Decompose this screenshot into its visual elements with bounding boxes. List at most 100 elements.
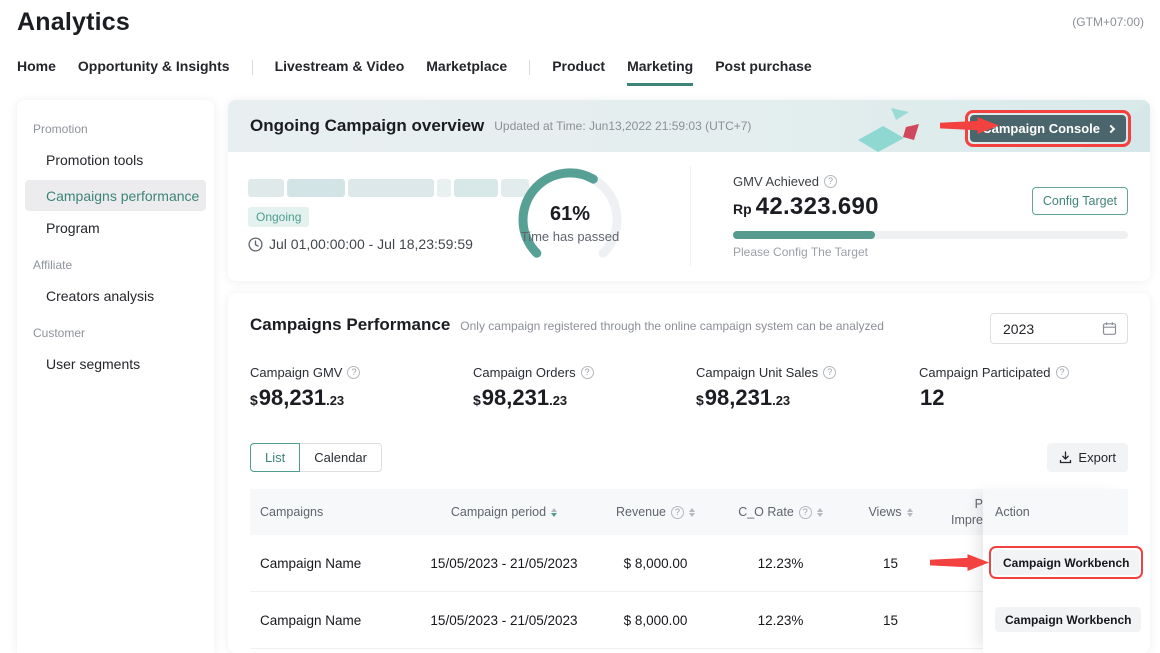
table-header-row: Campaigns Campaign period Revenue C_O Ra… bbox=[250, 489, 1128, 535]
metric-decimals: .23 bbox=[772, 393, 791, 408]
info-icon[interactable] bbox=[1055, 366, 1069, 379]
nav-tab-post-purchase[interactable]: Post purchase bbox=[715, 58, 812, 74]
nav-tab-home[interactable]: Home bbox=[17, 58, 56, 74]
nav-divider bbox=[529, 60, 531, 75]
export-label: Export bbox=[1078, 450, 1116, 465]
table-row[interactable]: Campaign Name 15/05/2023 - 21/05/2023 $ … bbox=[250, 592, 1128, 649]
config-target-button[interactable]: Config Target bbox=[1031, 187, 1128, 215]
row-co-rate: 12.23% bbox=[757, 612, 804, 628]
col-impressions-truncated: P Impre bbox=[951, 497, 983, 527]
row-revenue: $ 8,000.00 bbox=[623, 555, 688, 571]
overview-updated-time: Updated at Time: Jun13,2022 21:59:03 (UT… bbox=[494, 119, 752, 133]
col-campaign-period[interactable]: Campaign period bbox=[420, 505, 588, 519]
campaign-name-redacted bbox=[248, 179, 529, 197]
clock-icon bbox=[248, 236, 263, 252]
sidebar-item-promotion-tools[interactable]: Promotion tools bbox=[46, 152, 144, 168]
performance-subtitle: Only campaign registered through the onl… bbox=[460, 319, 884, 333]
sort-icon[interactable] bbox=[689, 507, 696, 517]
metric-label: Campaign Orders bbox=[473, 365, 576, 380]
campaigns-performance-card: Campaigns Performance Only campaign regi… bbox=[228, 293, 1150, 653]
campaigns-table: Campaigns Campaign period Revenue C_O Ra… bbox=[250, 489, 1144, 653]
ongoing-campaign-overview-card: Ongoing Campaign overview Updated at Tim… bbox=[228, 100, 1150, 281]
metric-value: 98,231 bbox=[258, 385, 327, 410]
gmv-progress-bar bbox=[733, 231, 1128, 239]
gmv-amount: Rp 42.323.690 bbox=[733, 193, 879, 221]
nav-tab-opportunity-insights[interactable]: Opportunity & Insights bbox=[77, 58, 230, 74]
gauge-caption: Time has passed bbox=[520, 229, 620, 244]
sort-icon[interactable] bbox=[906, 507, 913, 517]
calendar-view-button[interactable]: Calendar bbox=[299, 443, 382, 472]
campaign-console-label: Campaign Console bbox=[982, 121, 1100, 136]
col-co-rate[interactable]: C_O Rate bbox=[723, 505, 838, 519]
col-views[interactable]: Views bbox=[838, 505, 943, 519]
row-campaign-name: Campaign Name bbox=[260, 612, 362, 628]
nav-tab-livestream-video[interactable]: Livestream & Video bbox=[274, 58, 405, 74]
metric-label: Campaign Participated bbox=[919, 365, 1051, 380]
row-period: 15/05/2023 - 21/05/2023 bbox=[430, 555, 578, 571]
page-title: Analytics bbox=[17, 8, 130, 36]
campaign-workbench-button[interactable]: Campaign Workbench bbox=[995, 607, 1142, 632]
sidebar-item-campaigns-performance[interactable]: Campaigns performance bbox=[25, 180, 206, 211]
nav-tab-marketplace[interactable]: Marketplace bbox=[426, 58, 508, 74]
sort-icon[interactable] bbox=[816, 507, 823, 517]
nav-tab-product[interactable]: Product bbox=[552, 58, 606, 74]
metric-campaign-unit-sales: Campaign Unit Sales $98,231.23 bbox=[696, 365, 837, 411]
overview-body: Ongoing Jul 01,00:00:00 - Jul 18,23:59:5… bbox=[228, 152, 1150, 281]
campaign-console-button[interactable]: Campaign Console bbox=[970, 115, 1126, 142]
col-campaigns: Campaigns bbox=[260, 505, 324, 519]
info-icon[interactable] bbox=[347, 366, 361, 379]
metric-value: 98,231 bbox=[704, 385, 773, 410]
campaign-schedule-text: Jul 01,00:00:00 - Jul 18,23:59:59 bbox=[269, 236, 473, 252]
col-revenue[interactable]: Revenue bbox=[588, 505, 723, 519]
gmv-value: 42.323.690 bbox=[755, 193, 879, 220]
row-co-rate: 12.23% bbox=[757, 555, 804, 571]
metric-label: Campaign Unit Sales bbox=[696, 365, 819, 380]
metric-prefix: $ bbox=[473, 392, 481, 408]
highlight-arrow-workbench bbox=[930, 554, 990, 571]
metric-prefix: $ bbox=[250, 392, 258, 408]
action-column-panel: Action Campaign Workbench Campaign Workb… bbox=[983, 489, 1144, 653]
metric-campaign-gmv: Campaign GMV $98,231.23 bbox=[250, 365, 361, 411]
gmv-achieved-label: GMV Achieved bbox=[733, 174, 819, 189]
info-icon[interactable] bbox=[823, 366, 837, 379]
nav-tab-marketing[interactable]: Marketing bbox=[627, 58, 694, 86]
info-icon[interactable] bbox=[798, 505, 812, 519]
metric-value: 98,231 bbox=[481, 385, 550, 410]
info-icon[interactable] bbox=[824, 175, 837, 188]
col-action: Action bbox=[983, 489, 1128, 535]
list-view-button[interactable]: List bbox=[250, 443, 301, 472]
console-highlight-ring: Campaign Console bbox=[965, 110, 1131, 147]
gmv-progress-hint: Please Config The Target bbox=[733, 245, 868, 259]
metric-decimals: .23 bbox=[326, 393, 345, 408]
year-filter[interactable]: 2023 bbox=[990, 313, 1128, 344]
time-passed-gauge: 61% Time has passed bbox=[505, 163, 635, 271]
sort-icon[interactable] bbox=[551, 507, 558, 517]
sidebar-section-affiliate: Affiliate bbox=[33, 258, 73, 272]
view-toggle: List Calendar bbox=[250, 443, 382, 472]
sidebar: Promotion Promotion tools Campaigns perf… bbox=[17, 100, 214, 653]
year-filter-value: 2023 bbox=[1003, 320, 1035, 337]
info-icon[interactable] bbox=[580, 366, 594, 379]
metric-campaign-participated: Campaign Participated 12 bbox=[919, 365, 1069, 411]
metric-label: Campaign GMV bbox=[250, 365, 343, 380]
metric-value: 12 bbox=[920, 385, 945, 410]
sidebar-item-program[interactable]: Program bbox=[46, 220, 100, 236]
row-revenue: $ 8,000.00 bbox=[623, 612, 688, 628]
calendar-icon bbox=[1102, 322, 1117, 335]
top-nav: Home Opportunity & Insights Livestream &… bbox=[17, 58, 812, 86]
chevron-right-icon bbox=[1106, 124, 1116, 133]
row-campaign-name: Campaign Name bbox=[260, 555, 362, 571]
campaign-workbench-button[interactable]: Campaign Workbench bbox=[993, 550, 1140, 575]
nav-divider bbox=[251, 60, 253, 75]
metric-prefix: $ bbox=[696, 392, 704, 408]
export-button[interactable]: Export bbox=[1047, 443, 1128, 472]
sidebar-section-promotion: Promotion bbox=[33, 122, 88, 136]
status-badge: Ongoing bbox=[248, 207, 310, 227]
sidebar-item-user-segments[interactable]: User segments bbox=[46, 356, 141, 372]
info-icon[interactable] bbox=[671, 505, 685, 519]
sidebar-item-creators-analysis[interactable]: Creators analysis bbox=[46, 288, 155, 304]
timezone-label: (GTM+07:00) bbox=[1072, 15, 1144, 29]
overview-banner: Ongoing Campaign overview Updated at Tim… bbox=[228, 100, 1150, 152]
metric-decimals: .23 bbox=[549, 393, 568, 408]
